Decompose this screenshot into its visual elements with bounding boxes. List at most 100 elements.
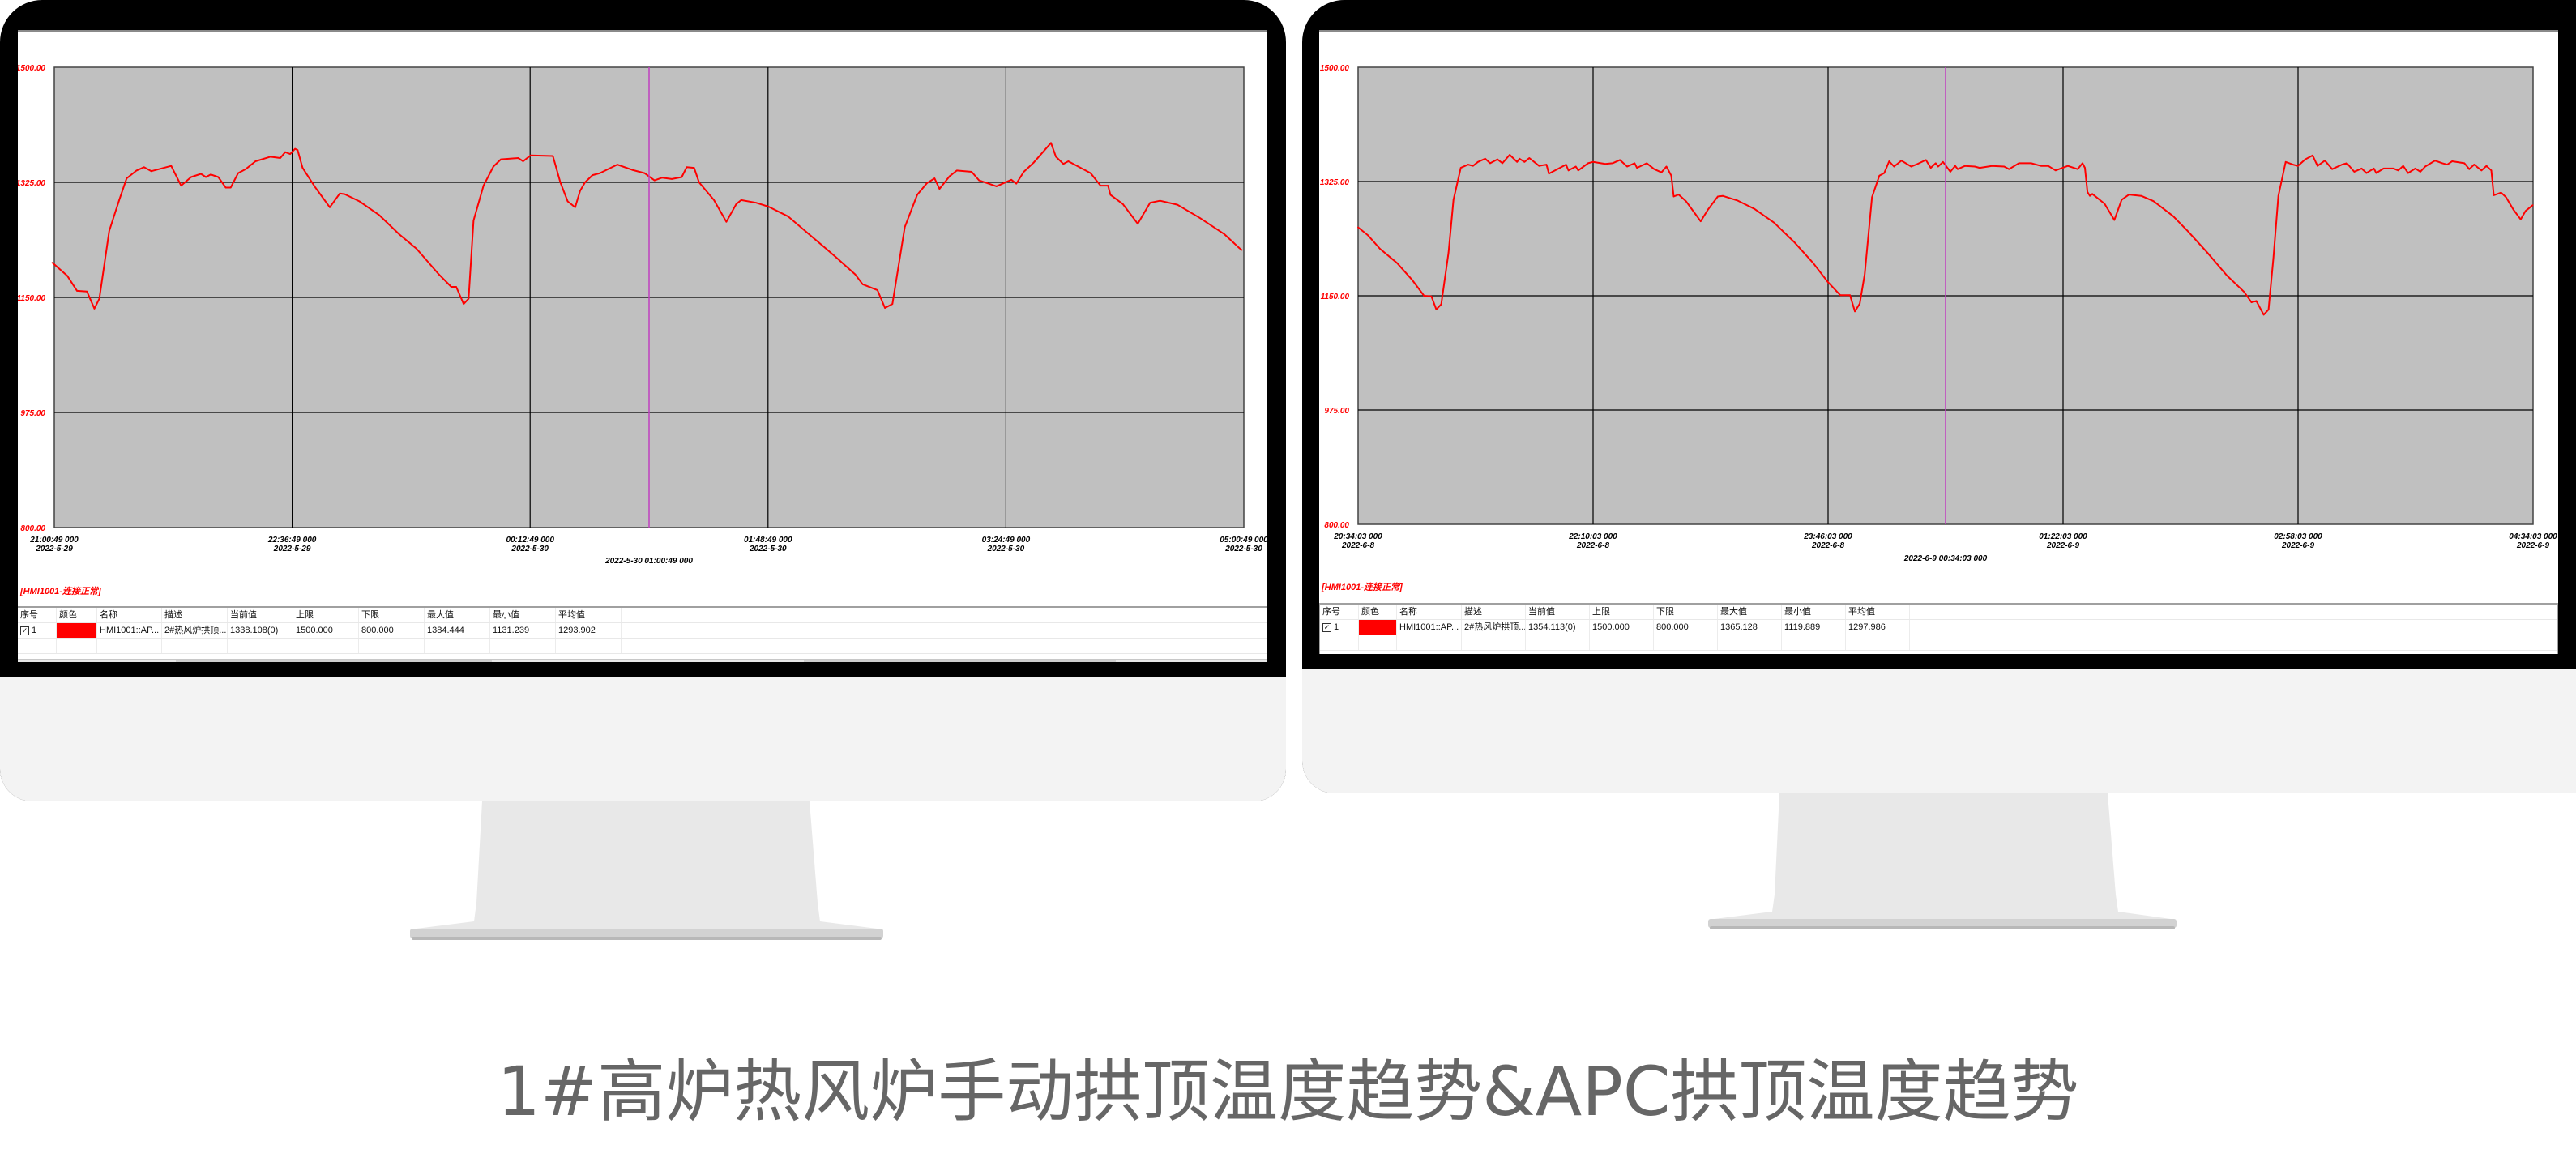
- data-point: [1859, 302, 1860, 305]
- data-point: [416, 248, 417, 250]
- data-point: [1109, 194, 1112, 196]
- data-point: [1634, 162, 1635, 165]
- data-point: [1646, 162, 1648, 165]
- data-point: [493, 165, 494, 168]
- col-header-max[interactable]: 最大值: [425, 608, 490, 622]
- checkbox-checked-icon[interactable]: ✓: [1322, 622, 1331, 632]
- data-point: [289, 153, 291, 155]
- col-header-avg[interactable]: 平均值: [556, 608, 622, 622]
- col-header-name[interactable]: 名称: [1397, 605, 1462, 619]
- scrollbar-thumb-right[interactable]: [804, 660, 1116, 662]
- table-row[interactable]: ✓ 1 HMI1001::AP... 2#热风炉拱顶... 1354.113(0)…: [1320, 620, 2557, 635]
- data-point: [740, 199, 742, 201]
- data-point: [1137, 223, 1138, 224]
- description-cell: 2#热风炉拱顶...: [1462, 620, 1526, 635]
- data-point: [643, 172, 646, 174]
- data-point: [2500, 191, 2502, 194]
- col-header-current[interactable]: 当前值: [228, 608, 293, 622]
- data-point: [1773, 222, 1775, 224]
- data-point: [1937, 165, 1939, 168]
- data-point: [1447, 252, 1450, 254]
- col-header-name[interactable]: 名称: [97, 608, 162, 622]
- data-point: [1509, 154, 1510, 156]
- col-header-description[interactable]: 描述: [162, 608, 228, 622]
- data-point: [2077, 168, 2078, 170]
- data-point: [339, 193, 341, 194]
- trend-chart[interactable]: 1500.00 1325.00 1150.00 975.00 800.00 21:00:4…: [18, 32, 1267, 599]
- data-point: [631, 169, 633, 171]
- scrollbar-thumb[interactable]: [176, 660, 492, 662]
- col-header-index[interactable]: 序号: [18, 608, 57, 622]
- y-tick-label: 1500.00: [1320, 64, 1350, 73]
- max-value-cell: 1365.128: [1718, 620, 1782, 635]
- data-point: [1485, 158, 1486, 160]
- col-header-color[interactable]: 颜色: [57, 608, 97, 622]
- trend-chart[interactable]: 1500.00 1325.00 1150.00 975.00 800.00 20:34:0…: [1319, 32, 2558, 599]
- data-point: [2262, 314, 2265, 316]
- data-point: [810, 234, 812, 237]
- data-point: [1472, 165, 1474, 167]
- index-cell[interactable]: ✓ 1: [18, 623, 57, 638]
- cursor-time-label: 2022-6-9 00:34:03 000: [1903, 554, 1988, 563]
- col-header-max[interactable]: 最大值: [1718, 605, 1782, 619]
- data-point: [229, 186, 232, 189]
- connection-status: [HMI1001-连接正常]: [1322, 583, 1403, 592]
- data-point: [2187, 230, 2189, 232]
- data-point: [617, 164, 618, 165]
- data-point: [2525, 210, 2527, 212]
- color-swatch[interactable]: [57, 623, 97, 638]
- data-point: [126, 177, 128, 179]
- x-tick-date-label: 2022-5-30: [1224, 545, 1262, 553]
- data-point: [254, 160, 257, 162]
- data-point: [2532, 204, 2534, 206]
- data-point: [891, 303, 894, 305]
- col-header-min[interactable]: 最小值: [1782, 605, 1846, 619]
- stand-base-edge: [412, 937, 882, 940]
- data-point: [1502, 162, 1503, 165]
- color-swatch[interactable]: [1359, 620, 1397, 635]
- lower-limit-cell: 800.000: [359, 623, 425, 638]
- data-point: [1871, 196, 1873, 199]
- data-point: [468, 297, 470, 300]
- data-point: [2402, 165, 2404, 167]
- data-point: [2324, 160, 2326, 161]
- avg-value-cell: 1293.902: [556, 623, 622, 638]
- col-header-upper[interactable]: 上限: [293, 608, 359, 622]
- col-header-index[interactable]: 序号: [1320, 605, 1359, 619]
- data-point: [463, 303, 464, 305]
- col-header-current[interactable]: 当前值: [1526, 605, 1590, 619]
- stand-base: [1708, 919, 2177, 928]
- data-point: [2341, 164, 2343, 165]
- col-header-lower[interactable]: 下限: [359, 608, 425, 622]
- row-index: 1: [32, 626, 37, 635]
- data-point: [2360, 168, 2363, 169]
- y-tick-label: 975.00: [1324, 407, 1349, 416]
- stand-base-edge: [1710, 926, 2175, 929]
- data-point: [398, 233, 400, 235]
- x-tick-time-label: 22:10:03 000: [1568, 532, 1617, 541]
- data-point: [2519, 218, 2522, 220]
- data-point: [1626, 165, 1628, 168]
- data-point: [1557, 168, 1560, 169]
- table-row[interactable]: ✓ 1 HMI1001::AP... 2#热风炉拱顶... 1338.108(0)…: [18, 623, 1267, 639]
- col-header-lower[interactable]: 下限: [1654, 605, 1718, 619]
- checkbox-checked-icon[interactable]: ✓: [20, 626, 29, 635]
- data-point: [1489, 162, 1491, 165]
- data-point: [2055, 169, 2057, 172]
- data-point: [1915, 164, 1917, 165]
- horizontal-scrollbar[interactable]: [18, 659, 1267, 662]
- col-header-color[interactable]: 颜色: [1359, 605, 1397, 619]
- col-header-avg[interactable]: 平均值: [1846, 605, 1910, 619]
- col-header-upper[interactable]: 上限: [1590, 605, 1654, 619]
- data-point: [217, 176, 220, 178]
- data-point: [1516, 161, 1518, 163]
- data-point: [2375, 172, 2377, 174]
- data-point: [1023, 171, 1025, 173]
- index-cell[interactable]: ✓ 1: [1320, 620, 1359, 635]
- col-header-description[interactable]: 描述: [1462, 605, 1526, 619]
- data-point: [51, 262, 53, 263]
- data-point: [698, 182, 700, 183]
- col-header-min[interactable]: 最小值: [490, 608, 556, 622]
- data-point: [584, 182, 586, 183]
- data-point: [1878, 174, 1881, 177]
